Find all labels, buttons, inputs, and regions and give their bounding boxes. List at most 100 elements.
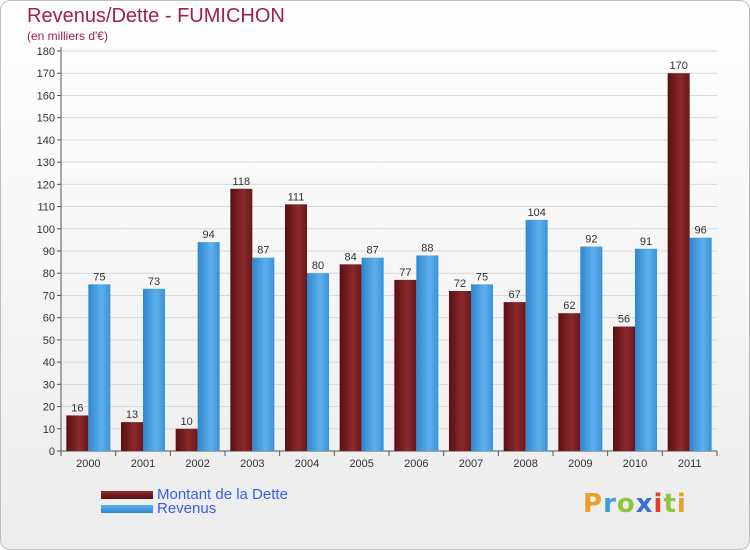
legend-label-revenus: Revenus <box>157 500 217 517</box>
bar-value-label: 118 <box>233 176 251 188</box>
x-tick-label: 2003 <box>240 458 264 470</box>
y-tick-label: 20 <box>43 402 55 414</box>
bar-value-label: 87 <box>367 245 379 257</box>
bar-dette <box>503 302 526 451</box>
bar-value-label: 80 <box>312 260 324 272</box>
x-tick-label: 2004 <box>295 458 319 470</box>
bar-revenus <box>525 219 548 451</box>
bar-revenus <box>307 273 329 451</box>
bar-value-label: 56 <box>618 314 630 326</box>
x-tick-label: 2002 <box>185 458 209 470</box>
bar-value-label: 73 <box>148 276 160 288</box>
y-tick-label: 50 <box>43 335 55 347</box>
x-tick-label: 2005 <box>349 458 373 470</box>
legend: Montant de la Dette Revenus <box>101 486 288 517</box>
x-tick-label: 2006 <box>404 458 428 470</box>
bar-value-label: 88 <box>421 242 433 254</box>
bar-revenus <box>252 257 275 451</box>
bar-dette <box>613 326 635 451</box>
chart-subtitle: (en milliers d'€) <box>27 29 108 43</box>
bar-revenus <box>416 255 439 451</box>
y-tick-label: 40 <box>43 357 55 369</box>
y-tick-label: 60 <box>43 313 55 325</box>
x-tick-label: 2008 <box>513 458 537 470</box>
y-tick-label: 160 <box>37 90 55 102</box>
y-tick-label: 180 <box>37 46 55 58</box>
bar-dette <box>66 415 89 451</box>
bar-dette <box>449 291 471 451</box>
bar-dette <box>121 422 143 451</box>
bar-value-label: 10 <box>181 416 193 428</box>
x-tick-label: 2011 <box>678 458 702 470</box>
y-tick-label: 0 <box>49 446 55 458</box>
logo-letter: i <box>653 489 664 519</box>
legend-swatch-dette <box>101 491 153 499</box>
bar-value-label: 13 <box>126 409 138 421</box>
logo-letter: x <box>635 489 654 519</box>
y-tick-label: 30 <box>43 379 55 391</box>
logo-letter: o <box>616 489 636 519</box>
bar-value-label: 75 <box>476 271 488 283</box>
x-tick-label: 2010 <box>623 458 647 470</box>
y-tick-label: 70 <box>43 290 55 302</box>
data-labels: 16 75 13 73 10 94 118 87 111 80 84 87 77 88 72 75 67 104 6… <box>71 60 707 428</box>
bar-dette <box>285 204 307 451</box>
legend-item-dette: Montant de la Dette <box>101 486 288 503</box>
y-tick-label: 80 <box>43 268 55 280</box>
bar-dette <box>558 313 581 451</box>
bar-value-label: 75 <box>93 271 105 283</box>
bar-value-label: 111 <box>288 191 305 203</box>
bar-dette <box>230 188 253 451</box>
grid-lines <box>61 50 717 452</box>
axes: 0 10 20 30 40 50 60 70 80 90 100 110 120 130 140 150 160… <box>37 46 718 470</box>
y-tick-label: 150 <box>37 113 55 125</box>
y-tick-label: 10 <box>43 424 55 436</box>
bar-revenus <box>580 246 603 451</box>
logo-letter: r <box>603 489 617 519</box>
bar-revenus <box>197 242 220 451</box>
bar-value-label: 96 <box>695 225 707 237</box>
logo-letter: i <box>676 489 687 519</box>
y-tick-label: 170 <box>37 68 55 80</box>
bar-dette <box>339 264 362 451</box>
y-tick-label: 110 <box>37 202 55 214</box>
bar-value-label: 62 <box>563 300 575 312</box>
bar-value-label: 91 <box>640 236 652 248</box>
bar-dette <box>667 73 690 451</box>
bar-value-label: 87 <box>257 245 269 257</box>
bar-dette <box>394 279 417 451</box>
bar-value-label: 77 <box>399 267 411 279</box>
y-tick-label: 90 <box>43 246 55 258</box>
proxiti-logo: Proxiti <box>583 489 687 519</box>
x-tick-label: 2009 <box>568 458 592 470</box>
bar-value-label: 16 <box>71 402 83 414</box>
bar-dette <box>175 428 198 451</box>
x-tick-label: 2007 <box>459 458 483 470</box>
y-tick-label: 130 <box>37 157 55 169</box>
bar-revenus <box>635 248 657 451</box>
legend-swatch-revenus <box>101 505 153 513</box>
bar-value-label: 72 <box>454 278 466 290</box>
logo-letter: t <box>663 489 677 519</box>
bars <box>66 73 712 451</box>
x-tick-label: 2001 <box>131 458 155 470</box>
logo-letter: P <box>583 489 604 519</box>
bar-revenus <box>471 284 493 451</box>
chart-title: Revenus/Dette - FUMICHON <box>27 5 285 27</box>
bar-value-label: 84 <box>345 251 357 263</box>
legend-label-dette: Montant de la Dette <box>157 486 288 503</box>
y-tick-label: 100 <box>37 224 55 236</box>
bar-revenus <box>689 237 712 451</box>
x-tick-label: 2000 <box>76 458 100 470</box>
bar-revenus <box>143 288 165 451</box>
bar-value-label: 67 <box>509 289 521 301</box>
bar-revenus <box>88 284 111 451</box>
legend-item-revenus: Revenus <box>101 500 288 517</box>
bar-value-label: 104 <box>527 207 545 219</box>
bar-value-label: 92 <box>585 234 597 246</box>
bar-value-label: 170 <box>669 60 687 72</box>
bar-revenus <box>361 257 384 451</box>
bar-value-label: 94 <box>203 229 215 241</box>
